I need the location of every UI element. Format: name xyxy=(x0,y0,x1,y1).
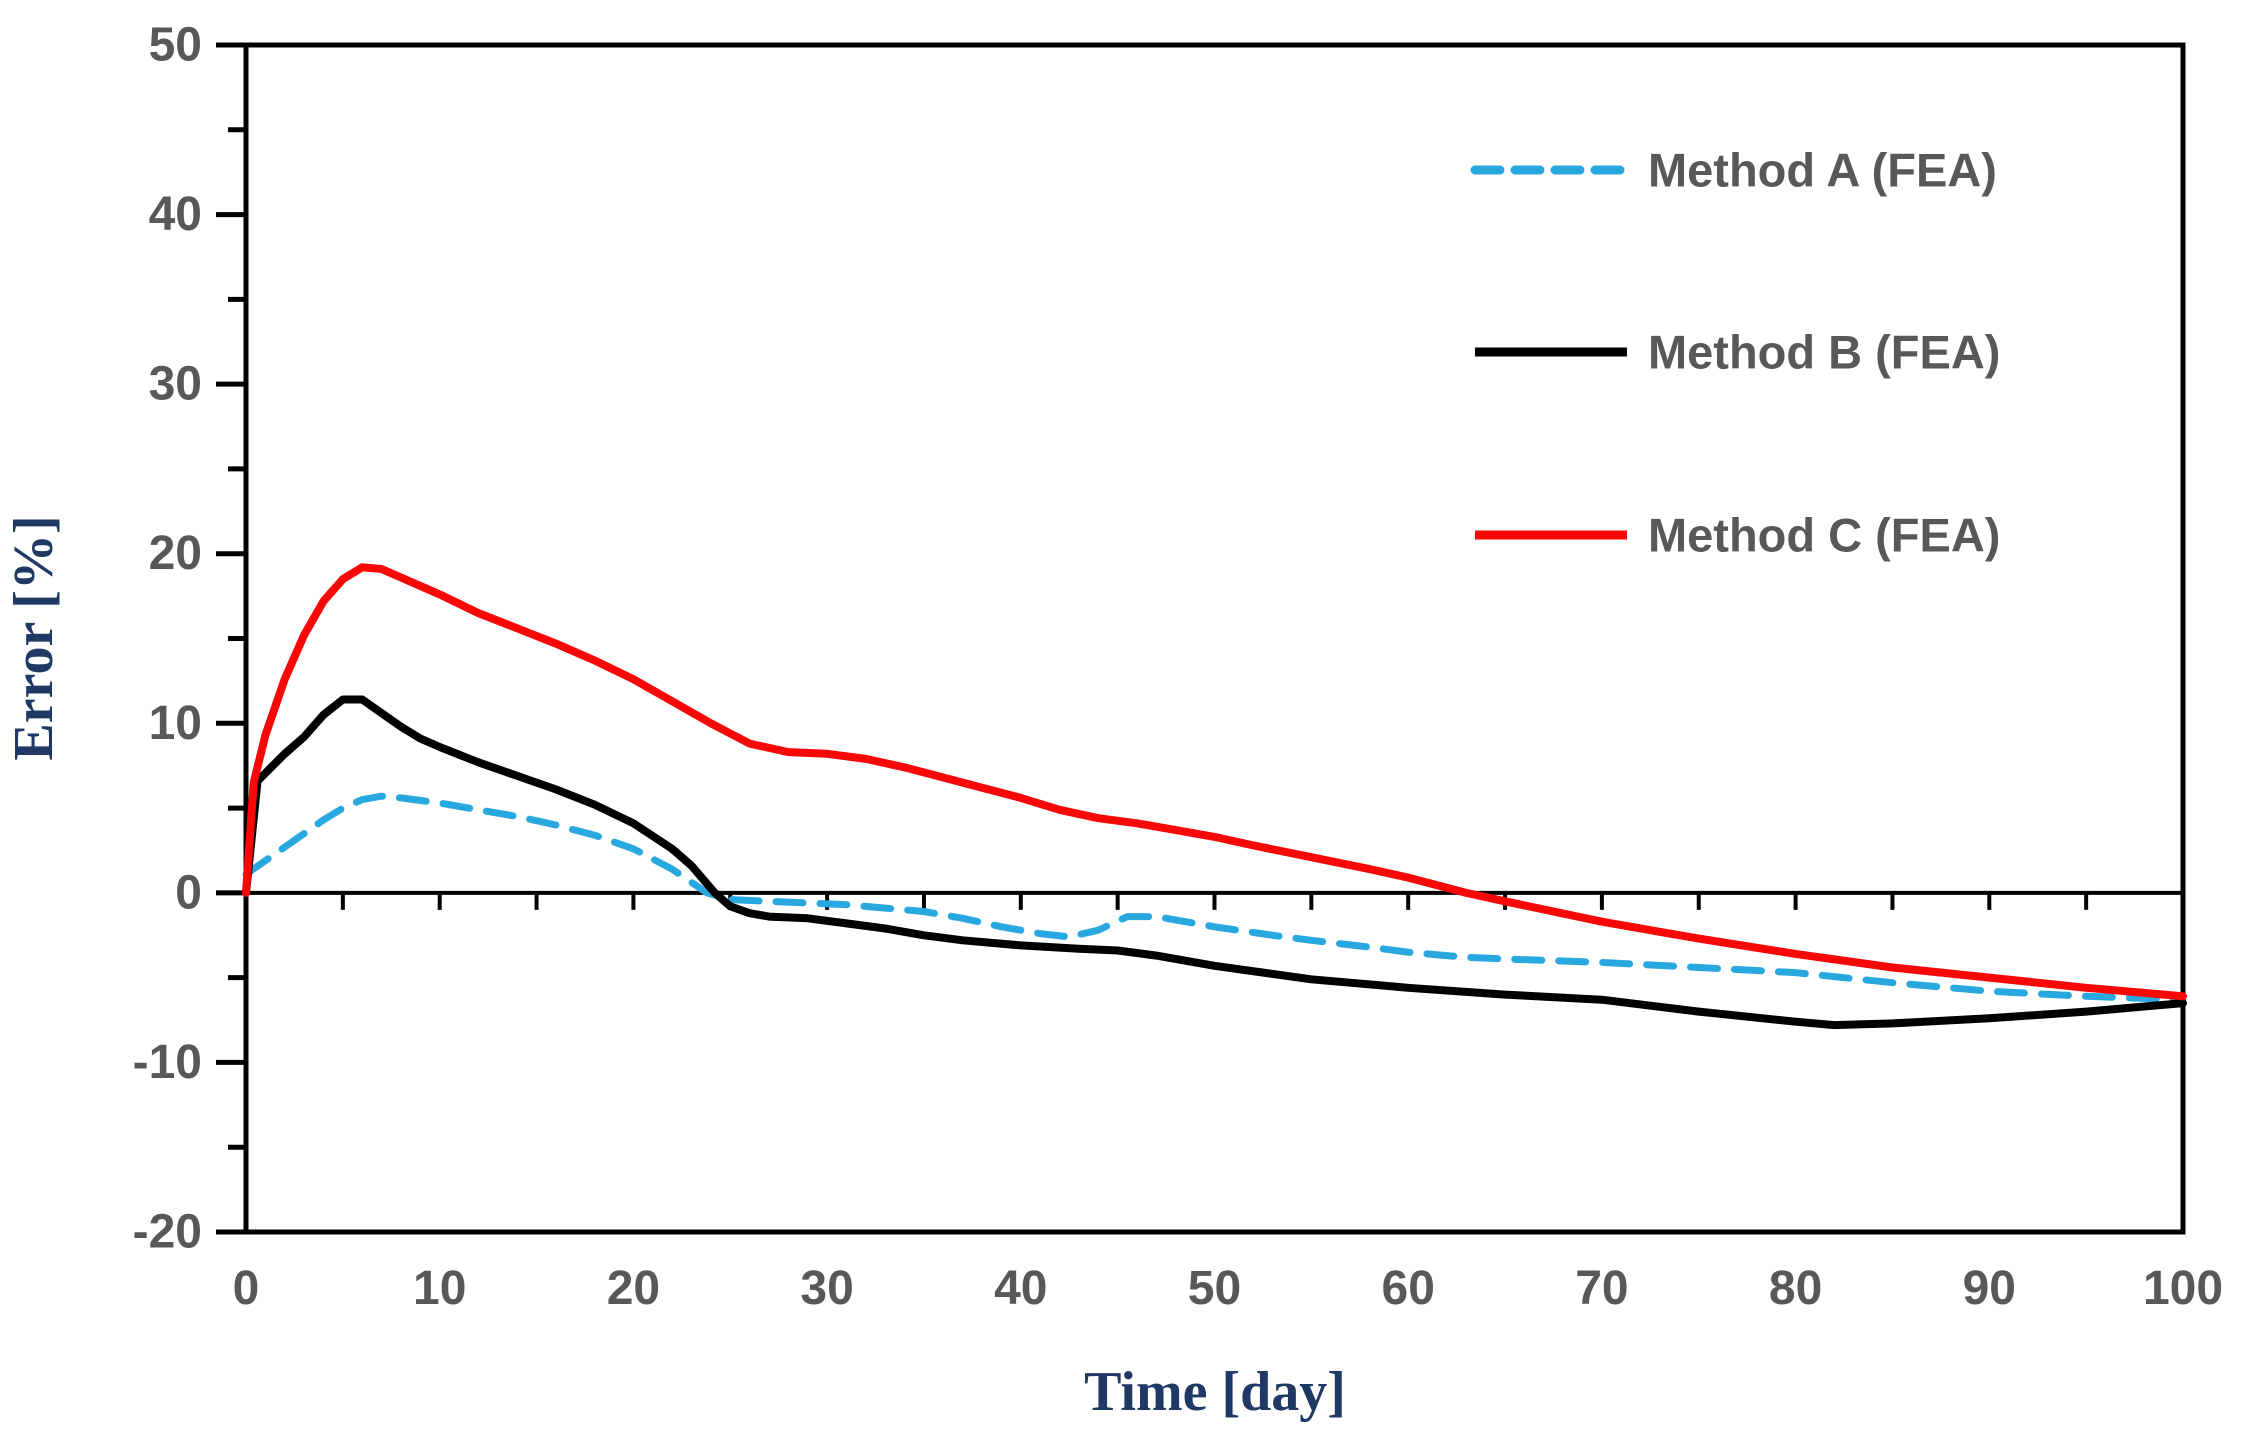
y-tick-label--20: -20 xyxy=(133,1206,202,1259)
x-axis-title: Time [day] xyxy=(1084,1361,1346,1423)
y-tick-label-50: 50 xyxy=(149,19,202,72)
y-axis-title: Error [%] xyxy=(3,515,65,760)
x-tick-label-70: 70 xyxy=(1575,1262,1628,1315)
x-tick-label-100: 100 xyxy=(2143,1262,2223,1315)
legend-label-method-a: Method A (FEA) xyxy=(1648,144,1997,197)
y-tick-label-10: 10 xyxy=(149,697,202,750)
legend: Method A (FEA) Method B (FEA) Method C (… xyxy=(1470,144,2000,562)
series-path-method-c-fea xyxy=(242,563,2187,1001)
x-tick-label-50: 50 xyxy=(1188,1262,1241,1315)
x-tick-label-20: 20 xyxy=(607,1262,660,1315)
legend-label-method-b: Method B (FEA) xyxy=(1648,326,2000,379)
x-tick-label-40: 40 xyxy=(994,1262,1047,1315)
x-tick-label-90: 90 xyxy=(1963,1262,2016,1315)
x-tick-label-60: 60 xyxy=(1382,1262,1435,1315)
y-tick-label-40: 40 xyxy=(149,188,202,241)
y-tick-label-0: 0 xyxy=(175,866,202,919)
y-tick-label--10: -10 xyxy=(133,1036,202,1089)
x-tick-label-30: 30 xyxy=(800,1262,853,1315)
legend-label-method-c: Method C (FEA) xyxy=(1648,509,2000,562)
legend-item-method-a: Method A (FEA) xyxy=(1470,144,1997,197)
y-tick-label-20: 20 xyxy=(149,527,202,580)
series-path-method-a-fea xyxy=(242,792,2187,1004)
legend-item-method-b: Method B (FEA) xyxy=(1475,326,2000,379)
series-path-method-b-fea xyxy=(242,695,2187,1030)
x-tick-label-0: 0 xyxy=(233,1262,260,1315)
legend-item-method-c: Method C (FEA) xyxy=(1475,509,2000,562)
y-tick-label-30: 30 xyxy=(149,358,202,411)
x-tick-label-80: 80 xyxy=(1769,1262,1822,1315)
x-tick-label-10: 10 xyxy=(413,1262,466,1315)
